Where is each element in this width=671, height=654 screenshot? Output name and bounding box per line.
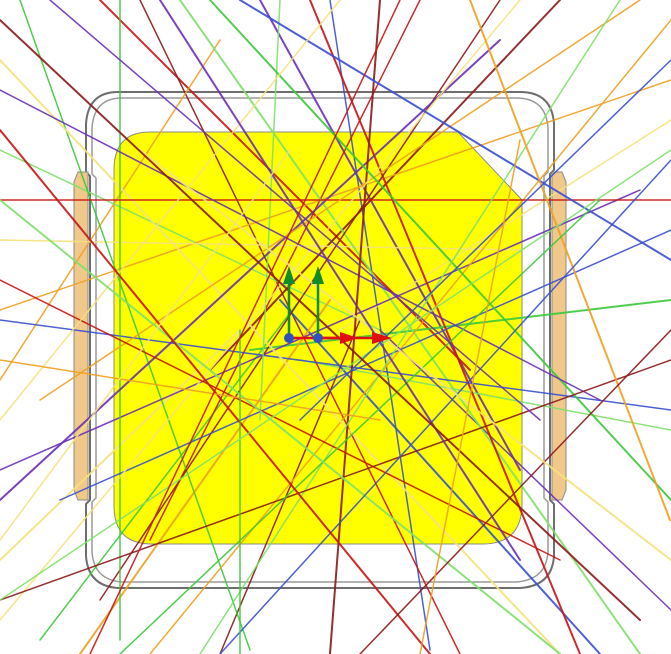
light-ray	[19, 0, 251, 651]
right-pad	[551, 171, 567, 501]
origin-dot-right	[313, 333, 323, 343]
y-arrowhead-left	[283, 266, 295, 284]
light-ray	[0, 149, 291, 541]
axis-triad-right	[312, 266, 392, 344]
light-ray	[89, 0, 401, 654]
light-ray	[0, 359, 671, 601]
light-ray	[259, 0, 521, 471]
light-ray	[149, 0, 421, 541]
x-arrowhead-right	[372, 332, 392, 344]
light-ray	[0, 239, 521, 251]
light-ray	[0, 79, 671, 311]
light-ray	[299, 359, 671, 431]
light-ray	[0, 149, 671, 601]
frame-outline-inner	[91, 97, 549, 583]
light-ray	[419, 139, 521, 654]
light-ray	[0, 59, 561, 654]
light-ray	[139, 149, 671, 561]
light-ray	[159, 0, 521, 561]
light-ray	[0, 359, 381, 421]
light-ray	[0, 0, 341, 421]
y-arrowhead-right	[312, 266, 324, 284]
light-ray	[219, 319, 361, 654]
light-ray	[0, 199, 561, 654]
light-ray	[199, 0, 621, 654]
light-ray	[0, 19, 641, 621]
light-ray	[119, 199, 601, 654]
light-ray	[219, 159, 671, 654]
frame-outline-outer	[85, 91, 555, 589]
light-ray	[279, 299, 601, 654]
light-ray	[359, 329, 671, 654]
light-ray	[39, 0, 641, 401]
left-pad	[73, 171, 89, 501]
light-ray	[0, 189, 641, 471]
light-ray	[299, 329, 461, 654]
light-ray	[469, 0, 671, 521]
light-ray	[329, 0, 431, 651]
package-frame	[73, 91, 567, 589]
light-ray	[0, 279, 561, 561]
light-ray	[99, 0, 471, 371]
light-ray	[0, 149, 381, 331]
origin-dot-left	[284, 333, 294, 343]
light-ray	[0, 39, 221, 381]
axis-triad-left	[283, 266, 358, 344]
light-ray	[309, 0, 581, 654]
light-ray	[259, 0, 281, 421]
light-ray	[0, 0, 521, 621]
light-ray	[329, 0, 381, 654]
light-ray	[209, 0, 561, 371]
light-ray	[149, 19, 671, 654]
light-ray	[39, 299, 301, 641]
light-ray	[0, 319, 671, 411]
light-ray	[209, 0, 671, 501]
light-ray	[379, 329, 671, 611]
light-ray	[239, 0, 671, 261]
light-ray	[0, 39, 501, 501]
light-ray	[59, 229, 671, 501]
